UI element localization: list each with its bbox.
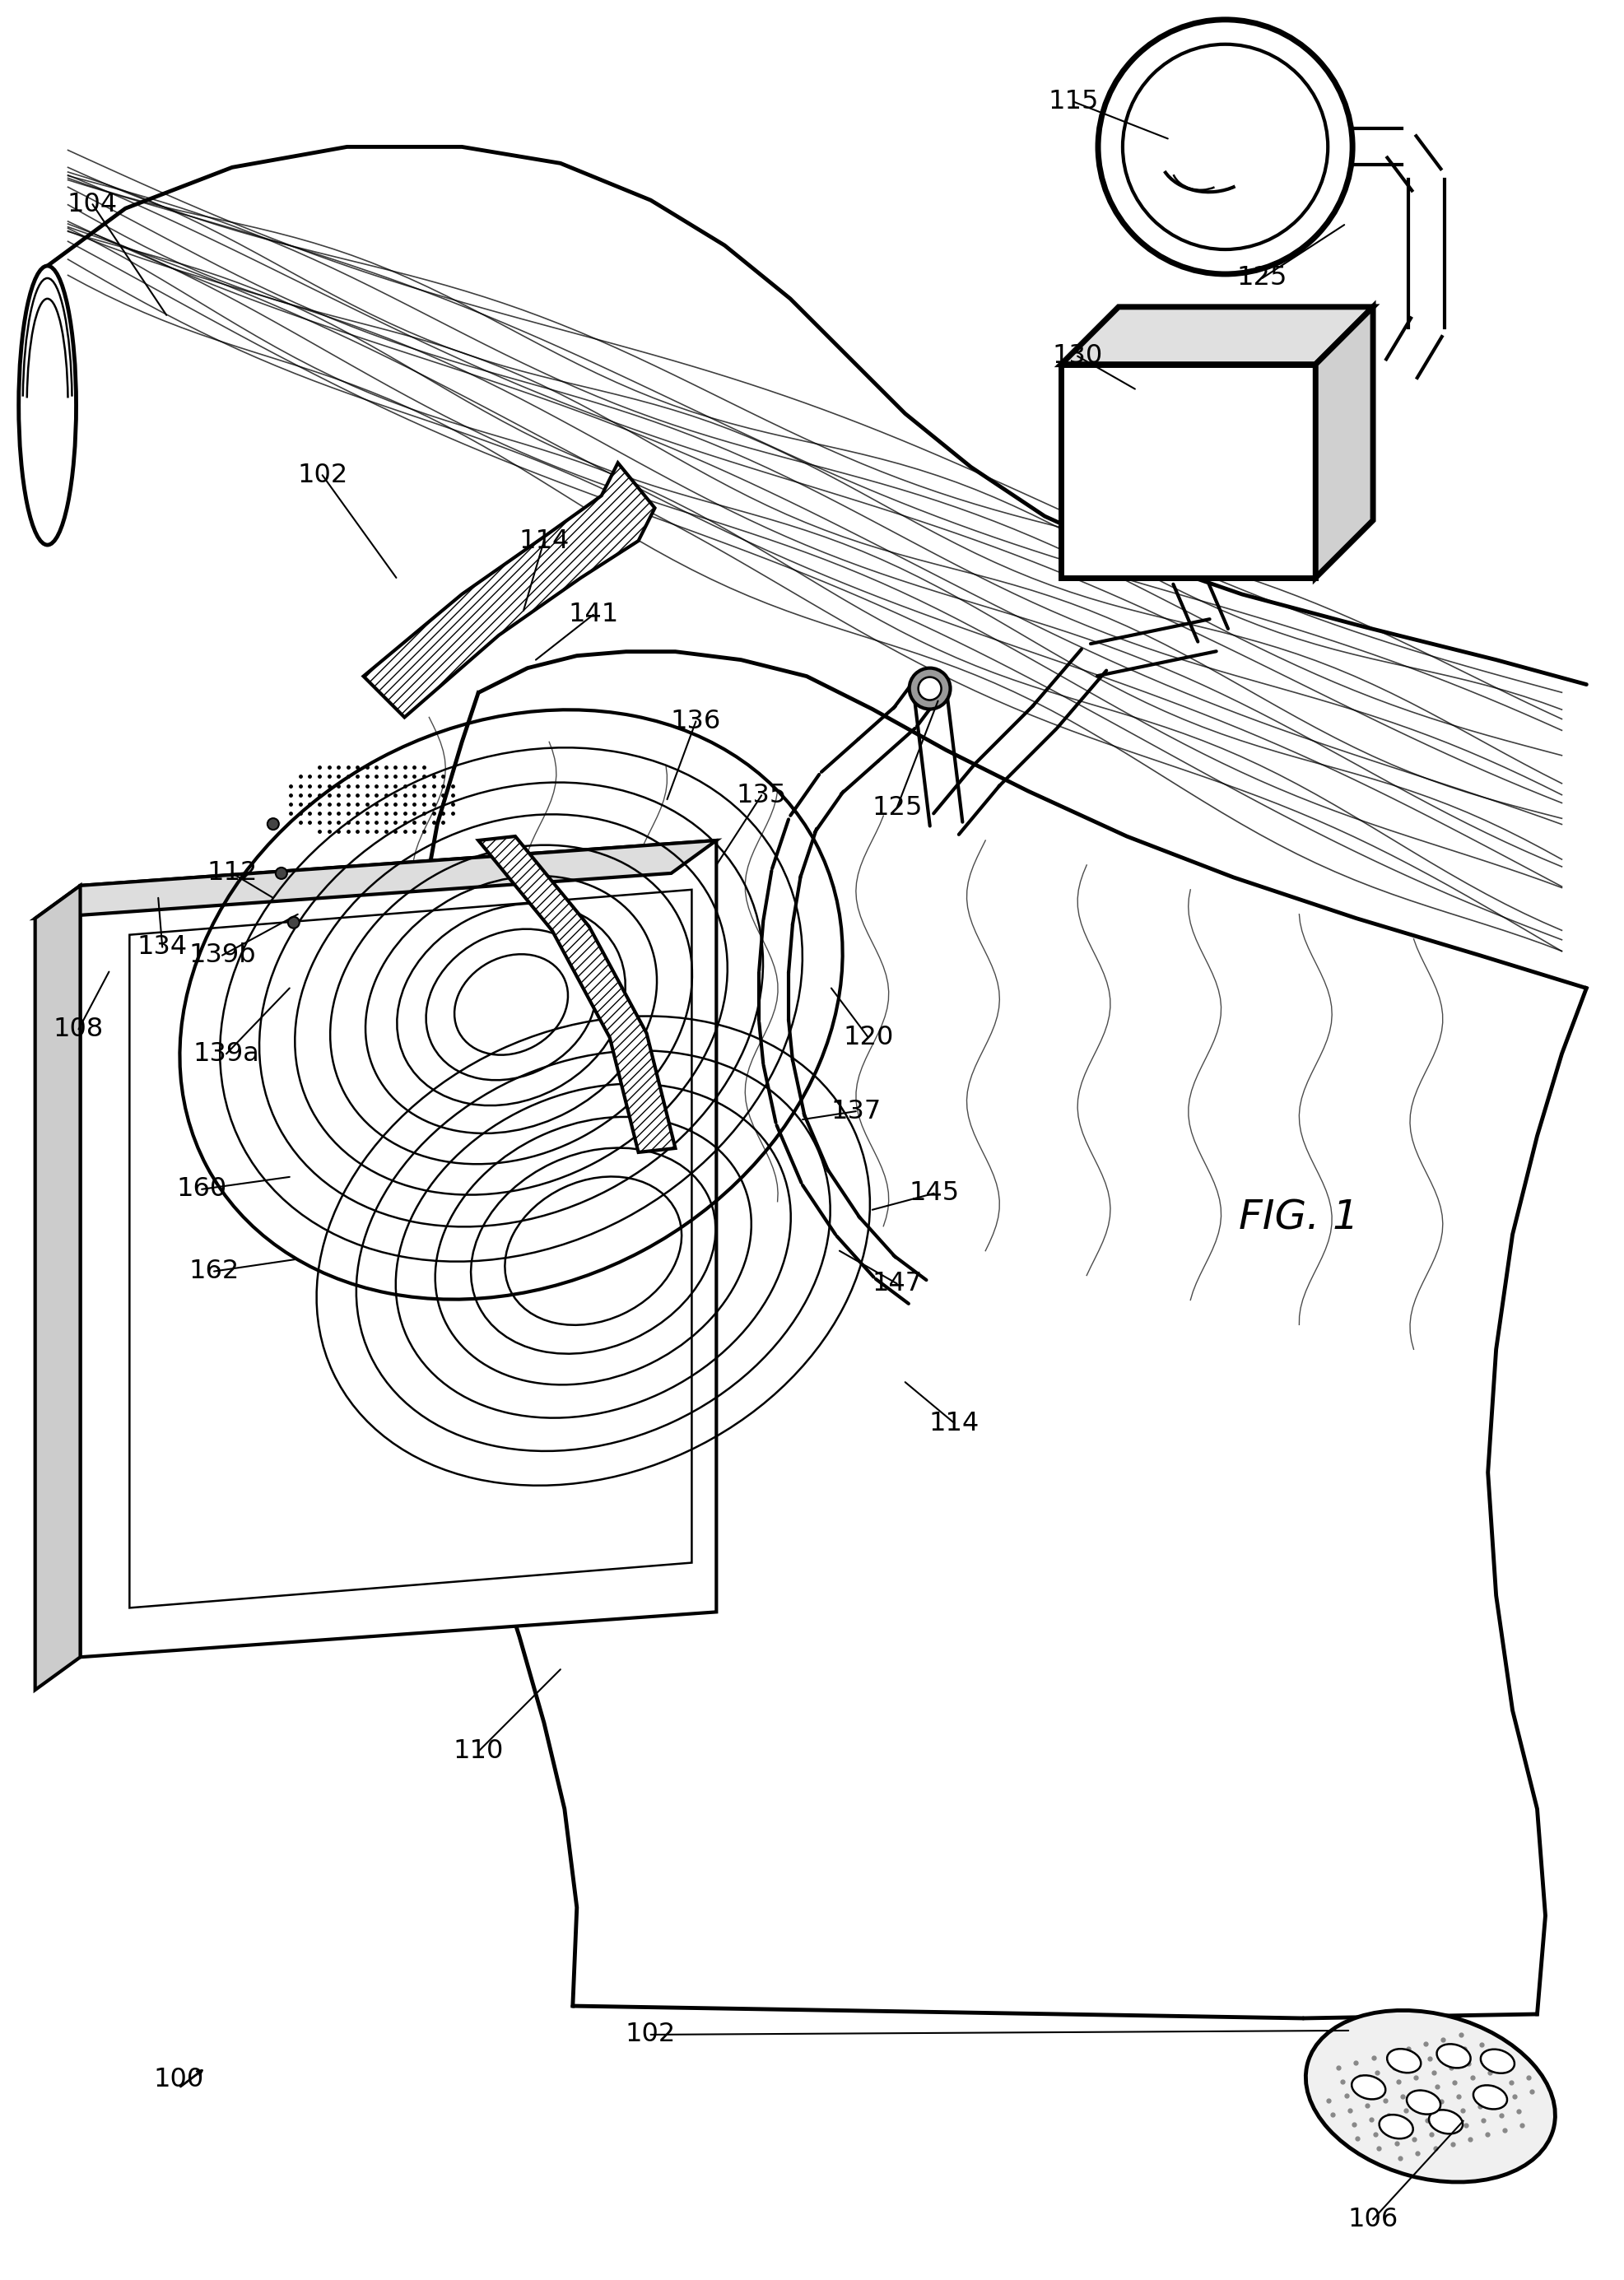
Text: 102: 102 xyxy=(297,463,348,488)
Text: 110: 110 xyxy=(453,1740,503,1765)
Text: 100: 100 xyxy=(154,2068,205,2093)
Polygon shape xyxy=(1060,365,1315,577)
Polygon shape xyxy=(364,463,654,718)
Text: 134: 134 xyxy=(136,935,187,960)
Text: 136: 136 xyxy=(671,709,721,734)
Text: 125: 125 xyxy=(870,796,922,821)
Text: 162: 162 xyxy=(188,1259,239,1284)
Circle shape xyxy=(909,668,950,709)
Circle shape xyxy=(918,677,940,700)
Polygon shape xyxy=(80,841,716,1658)
Text: 130: 130 xyxy=(1052,344,1103,369)
Text: 114: 114 xyxy=(929,1411,979,1436)
Ellipse shape xyxy=(1306,2011,1554,2182)
Ellipse shape xyxy=(1473,2086,1507,2109)
Text: FIG. 1: FIG. 1 xyxy=(1239,1199,1359,1238)
Text: 145: 145 xyxy=(908,1181,958,1206)
Text: 125: 125 xyxy=(1236,264,1286,292)
Circle shape xyxy=(1098,21,1351,274)
Text: 141: 141 xyxy=(568,602,619,627)
Ellipse shape xyxy=(19,267,76,545)
Polygon shape xyxy=(36,841,716,919)
Text: 120: 120 xyxy=(843,1024,893,1051)
Circle shape xyxy=(276,866,287,880)
Text: 139a: 139a xyxy=(193,1042,260,1067)
Text: 114: 114 xyxy=(518,529,568,554)
Text: 139b: 139b xyxy=(188,942,255,969)
Text: 104: 104 xyxy=(67,192,117,217)
Ellipse shape xyxy=(1379,2114,1413,2139)
Ellipse shape xyxy=(1436,2045,1470,2068)
Text: 108: 108 xyxy=(54,1017,104,1042)
Text: 147: 147 xyxy=(872,1270,922,1297)
Circle shape xyxy=(287,917,299,928)
Circle shape xyxy=(268,819,279,830)
Text: 137: 137 xyxy=(830,1099,880,1124)
Ellipse shape xyxy=(1351,2075,1385,2100)
Polygon shape xyxy=(1060,308,1372,365)
Ellipse shape xyxy=(1427,2109,1462,2134)
Text: 135: 135 xyxy=(736,782,786,807)
Text: 106: 106 xyxy=(1348,2207,1398,2232)
Text: 160: 160 xyxy=(177,1176,227,1202)
Polygon shape xyxy=(1315,308,1372,577)
Ellipse shape xyxy=(1387,2050,1419,2073)
Text: 112: 112 xyxy=(206,860,257,887)
Text: 115: 115 xyxy=(1047,89,1098,114)
Text: 102: 102 xyxy=(625,2022,676,2047)
Ellipse shape xyxy=(1479,2050,1514,2073)
Polygon shape xyxy=(36,885,80,1689)
Ellipse shape xyxy=(1406,2091,1440,2114)
Polygon shape xyxy=(477,837,676,1151)
